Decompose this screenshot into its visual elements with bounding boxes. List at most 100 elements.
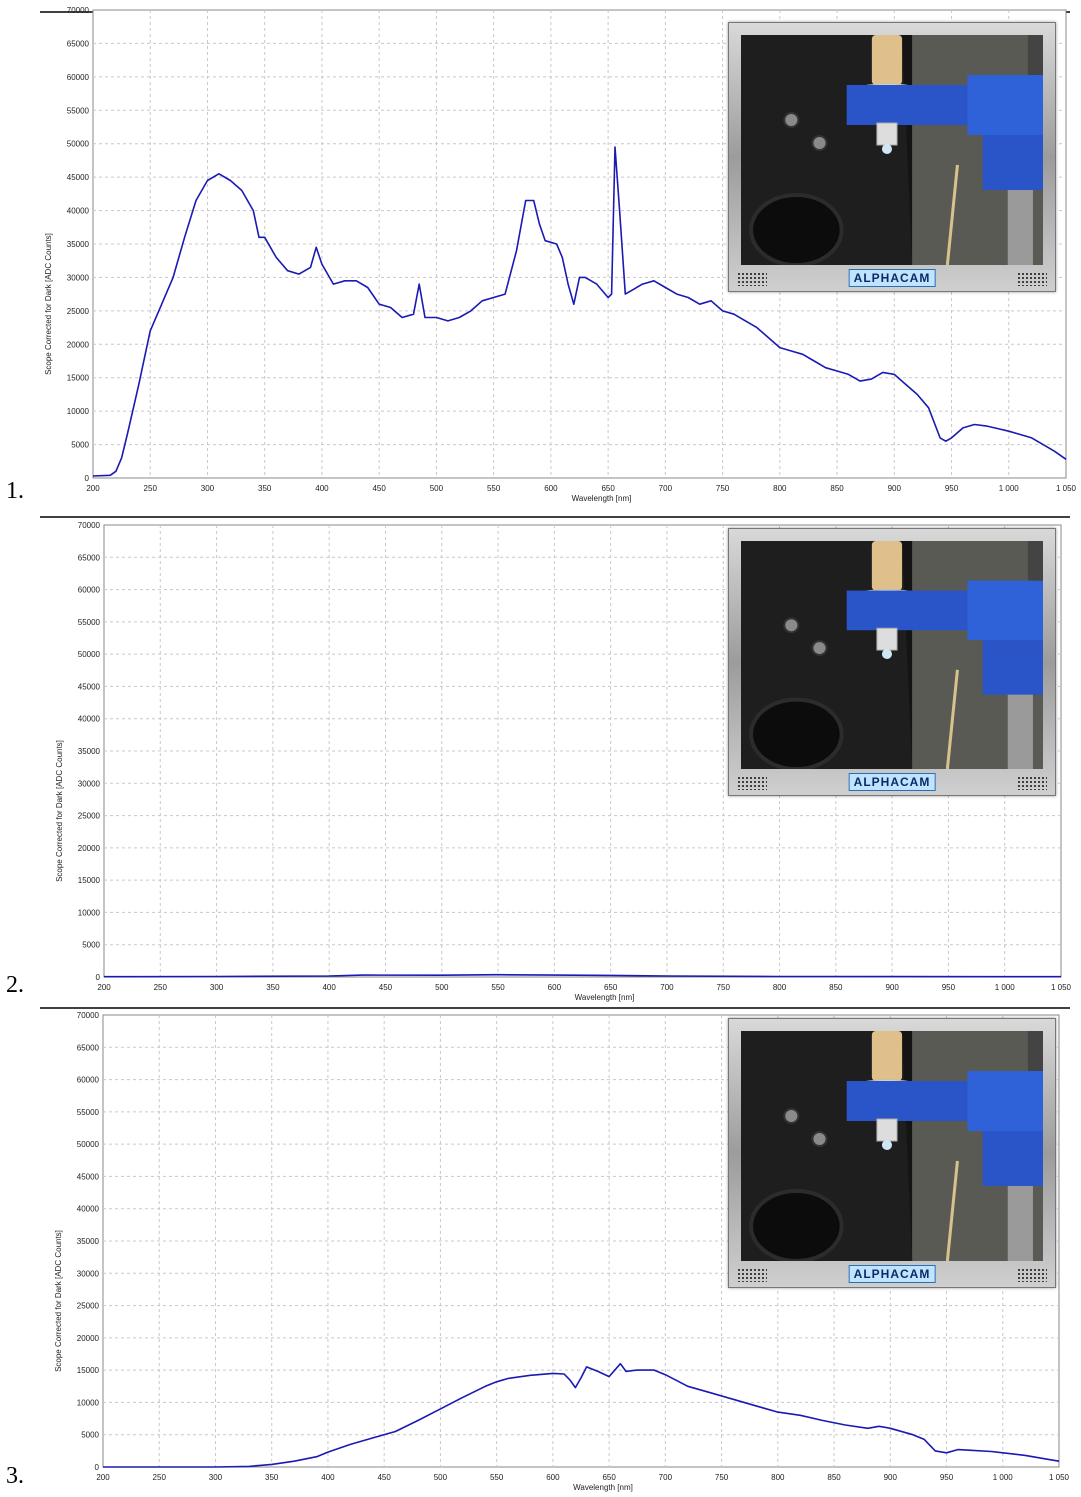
y-tick-label: 55000 <box>77 1108 100 1117</box>
x-tick-label: 800 <box>773 484 787 493</box>
y-tick-label: 5000 <box>82 941 100 950</box>
camera-preview-1: ALPHACAM <box>728 22 1056 292</box>
camera-scene-image <box>741 541 1043 769</box>
y-tick-label: 35000 <box>77 1237 100 1246</box>
y-tick-label: 45000 <box>78 682 101 691</box>
panel-number-2: 2. <box>6 972 24 998</box>
y-tick-label: 10000 <box>77 1398 100 1407</box>
x-tick-label: 600 <box>546 1473 560 1482</box>
y-tick-label: 65000 <box>78 553 101 562</box>
x-tick-label: 950 <box>940 1473 954 1482</box>
y-tick-label: 0 <box>96 973 101 982</box>
y-tick-label: 15000 <box>78 876 101 885</box>
x-tick-label: 200 <box>97 983 111 992</box>
y-tick-label: 70000 <box>78 521 101 530</box>
camera-preview-3: ALPHACAM <box>728 1018 1056 1288</box>
y-axis-label: Scope Corrected for Dark [ADC Counts] <box>44 233 53 375</box>
x-tick-label: 400 <box>322 983 336 992</box>
y-axis-label: Scope Corrected for Dark [ADC Counts] <box>55 740 64 882</box>
camera-scene-image <box>741 1031 1043 1261</box>
x-axis-label: Wavelength [nm] <box>572 494 632 503</box>
x-tick-label: 950 <box>945 484 959 493</box>
spectrum-line <box>103 973 1061 978</box>
y-tick-label: 15000 <box>67 374 90 383</box>
x-tick-label: 900 <box>885 983 899 992</box>
x-tick-label: 900 <box>884 1473 898 1482</box>
y-tick-label: 25000 <box>77 1302 100 1311</box>
y-tick-label: 20000 <box>78 844 101 853</box>
speaker-grill-right-icon <box>1017 272 1047 286</box>
panel-number-3: 3. <box>6 1463 24 1489</box>
x-tick-label: 1 050 <box>1049 1473 1070 1482</box>
x-tick-label: 500 <box>435 983 449 992</box>
x-tick-label: 250 <box>153 1473 167 1482</box>
x-tick-label: 1 050 <box>1051 983 1072 992</box>
x-tick-label: 550 <box>491 983 505 992</box>
panel-number-1: 1. <box>6 478 24 504</box>
spectrum-panel-2: 200 250 300 350 400 450 500 550 600 650 700 750 800 8… <box>0 505 1081 1005</box>
y-tick-label: 25000 <box>67 307 90 316</box>
x-tick-label: 800 <box>773 983 787 992</box>
x-tick-label: 550 <box>487 484 501 493</box>
x-tick-label: 700 <box>659 484 673 493</box>
x-tick-label: 700 <box>659 1473 673 1482</box>
speaker-grill-left-icon <box>737 1268 767 1282</box>
spectrum-panel-3: 200 250 300 350 400 450 500 550 600 650 700 750 800 8… <box>0 1007 1081 1497</box>
x-tick-label: 750 <box>716 484 730 493</box>
y-tick-label: 30000 <box>77 1269 100 1278</box>
y-tick-label: 50000 <box>67 140 90 149</box>
y-tick-label: 10000 <box>78 908 101 917</box>
x-tick-label: 350 <box>265 1473 279 1482</box>
y-tick-label: 55000 <box>67 106 90 115</box>
y-tick-label: 60000 <box>67 73 90 82</box>
x-tick-label: 200 <box>86 484 100 493</box>
y-tick-label: 10000 <box>67 407 90 416</box>
y-tick-label: 50000 <box>78 650 101 659</box>
x-tick-label: 800 <box>771 1473 785 1482</box>
spectrum-panel-1: 200 250 300 350 400 450 500 550 600 650 700 750 800 8… <box>0 0 1081 504</box>
y-tick-label: 35000 <box>67 240 90 249</box>
y-tick-label: 35000 <box>78 747 101 756</box>
x-tick-label: 500 <box>430 484 444 493</box>
y-tick-label: 65000 <box>77 1043 100 1052</box>
x-tick-label: 350 <box>258 484 272 493</box>
y-tick-label: 70000 <box>77 1011 100 1020</box>
x-tick-label: 350 <box>266 983 280 992</box>
x-tick-label: 900 <box>888 484 902 493</box>
y-tick-label: 0 <box>85 474 90 483</box>
x-tick-label: 450 <box>377 1473 391 1482</box>
camera-feed-2 <box>741 541 1043 769</box>
speaker-grill-left-icon <box>737 776 767 790</box>
camera-scene-image <box>741 35 1043 265</box>
camera-feed-3 <box>741 1031 1043 1261</box>
y-tick-label: 20000 <box>67 340 90 349</box>
x-tick-label: 250 <box>144 484 158 493</box>
y-tick-label: 40000 <box>67 207 90 216</box>
x-tick-label: 1 050 <box>1056 484 1077 493</box>
camera-brand-label: ALPHACAM <box>848 269 936 287</box>
y-axis-label: Scope Corrected for Dark [ADC Counts] <box>54 1230 63 1372</box>
x-tick-label: 700 <box>660 983 674 992</box>
x-tick-label: 750 <box>717 983 731 992</box>
camera-brand-label: ALPHACAM <box>848 1265 936 1283</box>
y-tick-label: 45000 <box>67 173 90 182</box>
x-tick-label: 850 <box>829 983 843 992</box>
x-tick-label: 300 <box>210 983 224 992</box>
y-tick-label: 0 <box>95 1463 100 1472</box>
x-tick-label: 1 000 <box>995 983 1016 992</box>
y-tick-label: 60000 <box>78 586 101 595</box>
camera-feed-1 <box>741 35 1043 265</box>
y-tick-label: 45000 <box>77 1172 100 1181</box>
x-tick-label: 950 <box>942 983 956 992</box>
x-tick-label: 500 <box>434 1473 448 1482</box>
x-tick-label: 1 000 <box>993 1473 1014 1482</box>
x-tick-label: 650 <box>601 484 615 493</box>
x-tick-label: 200 <box>96 1473 110 1482</box>
x-tick-label: 400 <box>315 484 329 493</box>
y-tick-label: 40000 <box>77 1205 100 1214</box>
x-tick-label: 1 000 <box>999 484 1020 493</box>
y-tick-label: 5000 <box>71 441 89 450</box>
y-tick-label: 60000 <box>77 1076 100 1085</box>
camera-brand-label: ALPHACAM <box>848 773 936 791</box>
y-tick-label: 50000 <box>77 1140 100 1149</box>
